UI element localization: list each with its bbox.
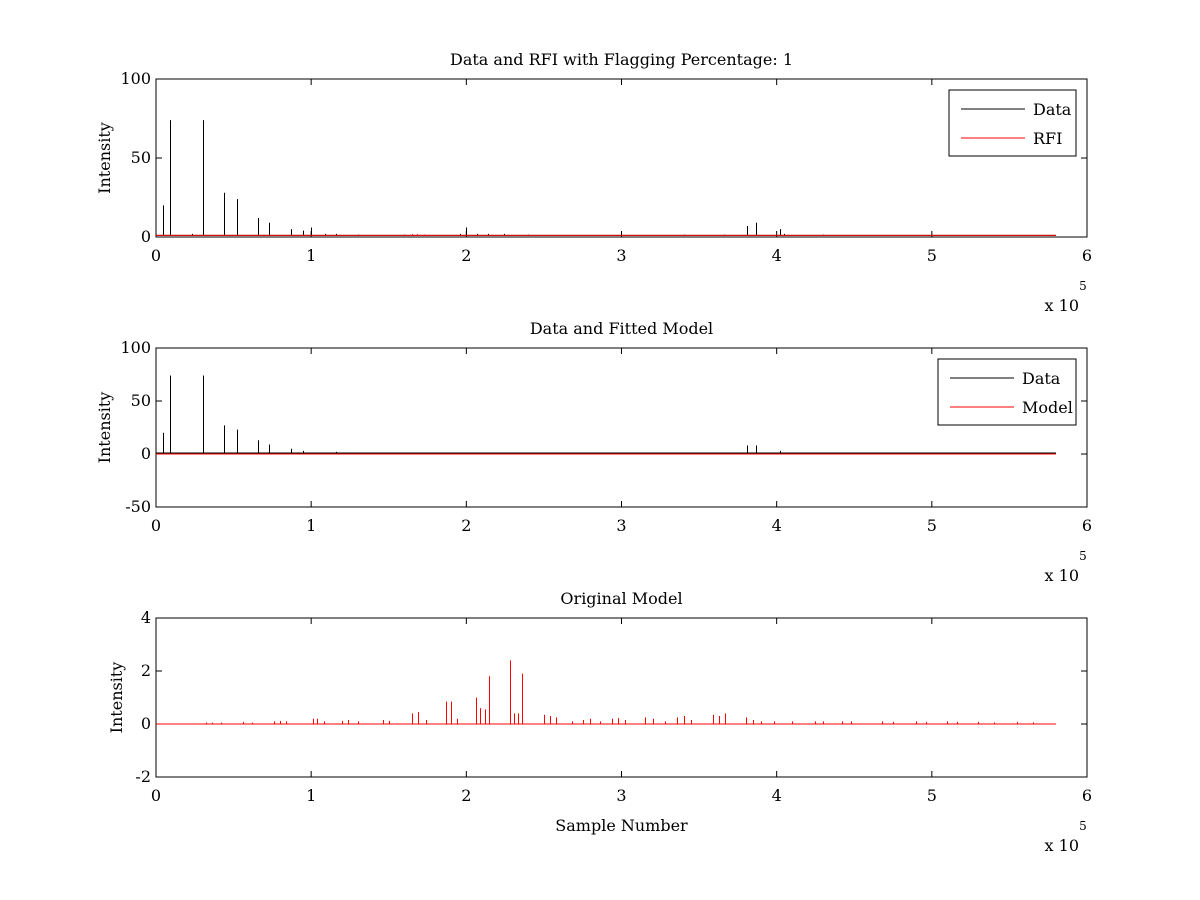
y-tick-label: 4 (141, 608, 151, 627)
x-tick-label: 2 (461, 786, 471, 805)
series-1 (156, 375, 1056, 454)
y-tick-label: 50 (131, 148, 151, 167)
y-axis-label: Intensity (95, 392, 114, 464)
legend-label: Model (1022, 398, 1073, 417)
x-axis-label: Sample Number (555, 816, 688, 835)
x-exponent-base: x 10 (1045, 566, 1079, 585)
x-tick-label: 4 (772, 786, 782, 805)
x-tick-label: 1 (306, 516, 316, 535)
x-exponent-power: 5 (1079, 819, 1087, 833)
y-tick-label: -50 (125, 497, 151, 516)
chart-title: Data and RFI with Flagging Percentage: 1 (450, 50, 793, 69)
x-exponent-base: x 10 (1045, 296, 1079, 315)
legend-label: Data (1033, 100, 1072, 119)
series-1 (156, 660, 1056, 725)
y-tick-label: 50 (131, 391, 151, 410)
legend-label: Data (1022, 369, 1061, 388)
x-tick-label: 4 (772, 246, 782, 265)
x-tick-label: 4 (772, 516, 782, 535)
y-tick-label: 0 (141, 444, 151, 463)
x-tick-label: 0 (151, 516, 161, 535)
x-exponent-power: 5 (1079, 279, 1087, 293)
x-tick-label: 3 (616, 786, 626, 805)
legend: Data Model (937, 358, 1077, 426)
y-tick-label: 100 (120, 69, 151, 88)
x-tick-label: 2 (461, 246, 471, 265)
chart-title: Original Model (560, 589, 682, 608)
y-tick-label: 2 (141, 661, 151, 680)
legend: Data RFI (948, 89, 1077, 157)
y-axis-label: Intensity (107, 662, 126, 734)
x-tick-label: 1 (306, 246, 316, 265)
x-tick-label: 5 (927, 786, 937, 805)
y-tick-label: 100 (120, 338, 151, 357)
y-tick-label: 0 (141, 714, 151, 733)
chart-title: Data and Fitted Model (530, 319, 713, 338)
x-tick-label: 0 (151, 246, 161, 265)
x-exponent-base: x 10 (1045, 836, 1079, 855)
axes-box (155, 78, 1088, 238)
x-tick-label: 0 (151, 786, 161, 805)
legend-label: RFI (1033, 129, 1062, 148)
legend-box (937, 358, 1077, 426)
chart-panel-1: Data and RFI with Flagging Percentage: 1… (95, 50, 1092, 315)
y-tick-label: -2 (135, 767, 151, 786)
legend-box (948, 89, 1077, 157)
x-tick-label: 1 (306, 786, 316, 805)
series-2 (156, 234, 1056, 236)
x-tick-label: 6 (1082, 246, 1092, 265)
x-tick-label: 6 (1082, 786, 1092, 805)
x-tick-label: 3 (616, 246, 626, 265)
axes-box (155, 617, 1088, 778)
x-tick-label: 3 (616, 516, 626, 535)
x-tick-label: 2 (461, 516, 471, 535)
x-exponent-power: 5 (1079, 549, 1087, 563)
x-tick-label: 5 (927, 246, 937, 265)
y-axis-label: Intensity (95, 122, 114, 194)
x-tick-label: 6 (1082, 516, 1092, 535)
x-tick-label: 5 (927, 516, 937, 535)
axes-box (155, 347, 1088, 508)
y-tick-label: 0 (141, 227, 151, 246)
